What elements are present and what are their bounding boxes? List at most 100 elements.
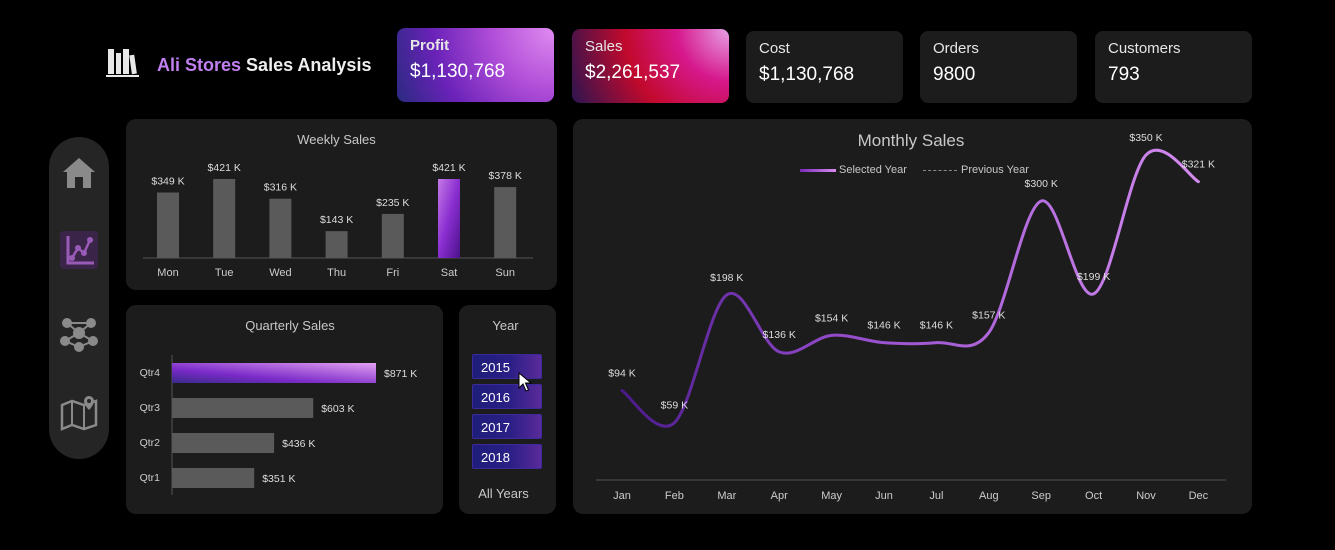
kpi-label: Cost: [759, 40, 790, 57]
monthly-tick-label: Oct: [1085, 490, 1102, 502]
monthly-data-label: $154 K: [815, 312, 848, 324]
monthly-data-point: [673, 422, 675, 424]
legend-label-previous: Previous Year: [961, 164, 1029, 176]
kpi-cost-card: Cost $1,130,768: [746, 31, 903, 103]
monthly-tick-label: Dec: [1189, 490, 1209, 502]
legend-line-previous: [923, 169, 957, 171]
quarterly-sales-panel: Quarterly Sales $871 K Qtr4 $603 K Qtr3 $436…: [126, 305, 443, 514]
kpi-label: Sales: [585, 38, 623, 55]
monthly-data-point: [935, 342, 937, 344]
monthly-data-label: $59 K: [661, 400, 688, 412]
monthly-tick-label: Nov: [1136, 490, 1156, 502]
weekly-sales-panel: Weekly Sales $349 K Mon $421 K Tue $316 K Wed…: [126, 119, 557, 290]
monthly-tick-label: Mar: [717, 490, 736, 502]
monthly-data-point: [1197, 181, 1199, 183]
legend-line-selected: [800, 168, 836, 172]
monthly-data-label: $136 K: [763, 329, 796, 341]
year-button-2018[interactable]: 2018: [472, 444, 542, 469]
brand-name: Ali Stores: [157, 55, 242, 75]
analytics-icon[interactable]: [59, 230, 99, 270]
monthly-tick-label: Feb: [665, 490, 684, 502]
monthly-sales-title: Monthly Sales: [857, 131, 965, 150]
quarterly-tick-label: Qtr2: [140, 437, 161, 449]
quarterly-data-label: $436 K: [282, 438, 315, 450]
monthly-data-point: [726, 294, 728, 296]
monthly-tick-label: Sep: [1031, 490, 1051, 502]
year-button-2016[interactable]: 2016: [472, 384, 542, 409]
monthly-series-line: [620, 148, 1200, 428]
weekly-tick-label: Mon: [157, 267, 178, 279]
mouse-cursor-icon: [518, 371, 533, 392]
weekly-data-label: $378 K: [489, 170, 522, 182]
all-years-button[interactable]: All Years: [478, 486, 529, 501]
monthly-data-label: $350 K: [1129, 132, 1162, 144]
kpi-value: 9800: [933, 64, 976, 85]
monthly-tick-label: Aug: [979, 490, 999, 502]
quarterly-bar-qtr1: [172, 468, 255, 488]
weekly-sales-chart: $349 K Mon $421 K Tue $316 K Wed $143 K Thu $235…: [143, 162, 533, 279]
year-button-2017[interactable]: 2017: [472, 414, 542, 439]
weekly-bar-thu: [325, 231, 348, 258]
dashboard-title: Ali Stores Sales Analysis: [157, 55, 371, 76]
kpi-profit-card: Profit $1,130,768: [397, 28, 554, 102]
quarterly-bar-qtr4: [172, 363, 376, 383]
weekly-tick-label: Sun: [495, 267, 515, 279]
quarterly-data-label: $603 K: [321, 403, 354, 415]
monthly-data-point: [988, 332, 990, 334]
weekly-tick-label: Wed: [269, 267, 291, 279]
sidebar-nav: [49, 137, 109, 459]
monthly-data-point: [883, 342, 885, 344]
monthly-data-point: [778, 351, 780, 353]
weekly-tick-label: Fri: [386, 267, 399, 279]
weekly-bar-tue: [213, 179, 236, 258]
year-slicer-title: Year: [492, 318, 519, 333]
monthly-data-point: [831, 334, 833, 336]
legend-previous-year: Previous Year: [923, 164, 1029, 176]
title-suffix: Sales Analysis: [246, 55, 372, 75]
monthly-data-label: $146 K: [920, 320, 953, 332]
weekly-data-label: $349 K: [151, 176, 184, 188]
kpi-label: Orders: [933, 40, 979, 57]
map-icon[interactable]: [59, 389, 99, 433]
weekly-data-label: $316 K: [264, 182, 297, 194]
weekly-bar-sun: [494, 187, 517, 258]
weekly-data-label: $143 K: [320, 214, 353, 226]
quarterly-sales-chart: $871 K Qtr4 $603 K Qtr3 $436 K Qtr2 $351 K Qtr1: [140, 355, 417, 495]
monthly-data-point: [1093, 293, 1095, 295]
monthly-data-label: $157 K: [972, 310, 1005, 322]
quarterly-tick-label: Qtr1: [140, 472, 161, 484]
monthly-tick-label: Jul: [929, 490, 943, 502]
monthly-tick-label: Jan: [613, 490, 631, 502]
quarterly-sales-title: Quarterly Sales: [245, 318, 335, 333]
network-icon[interactable]: [59, 313, 99, 353]
monthly-data-point: [1040, 200, 1042, 202]
monthly-data-label: $199 K: [1077, 271, 1110, 283]
monthly-data-label: $94 K: [608, 368, 635, 380]
weekly-data-label: $421 K: [432, 162, 465, 174]
quarterly-bar-qtr2: [172, 433, 275, 453]
home-icon[interactable]: [59, 153, 99, 193]
kpi-value: $1,130,768: [410, 61, 506, 82]
monthly-tick-label: Jun: [875, 490, 893, 502]
weekly-bar-fri: [381, 213, 404, 258]
kpi-label: Profit: [410, 37, 450, 54]
weekly-bar-wed: [269, 198, 292, 258]
weekly-sales-title: Weekly Sales: [297, 132, 376, 147]
weekly-data-label: $421 K: [208, 162, 241, 174]
monthly-data-label: $300 K: [1025, 178, 1058, 190]
year-slicer-panel: Year: [459, 305, 556, 514]
kpi-value: 793: [1108, 64, 1140, 85]
monthly-data-point: [621, 390, 623, 392]
monthly-data-label: $146 K: [867, 320, 900, 332]
kpi-sales-card: Sales $2,261,537: [572, 29, 729, 103]
year-button-2015[interactable]: 2015: [472, 354, 542, 379]
quarterly-tick-label: Qtr3: [140, 402, 161, 414]
kpi-value: $2,261,537: [585, 62, 681, 83]
weekly-tick-label: Tue: [215, 267, 234, 279]
weekly-tick-label: Sat: [441, 267, 458, 279]
monthly-tick-label: Apr: [771, 490, 788, 502]
kpi-customers-card: Customers 793: [1095, 31, 1252, 103]
monthly-data-label: $198 K: [710, 272, 743, 284]
monthly-data-point: [1145, 154, 1147, 156]
quarterly-data-label: $871 K: [384, 368, 417, 380]
